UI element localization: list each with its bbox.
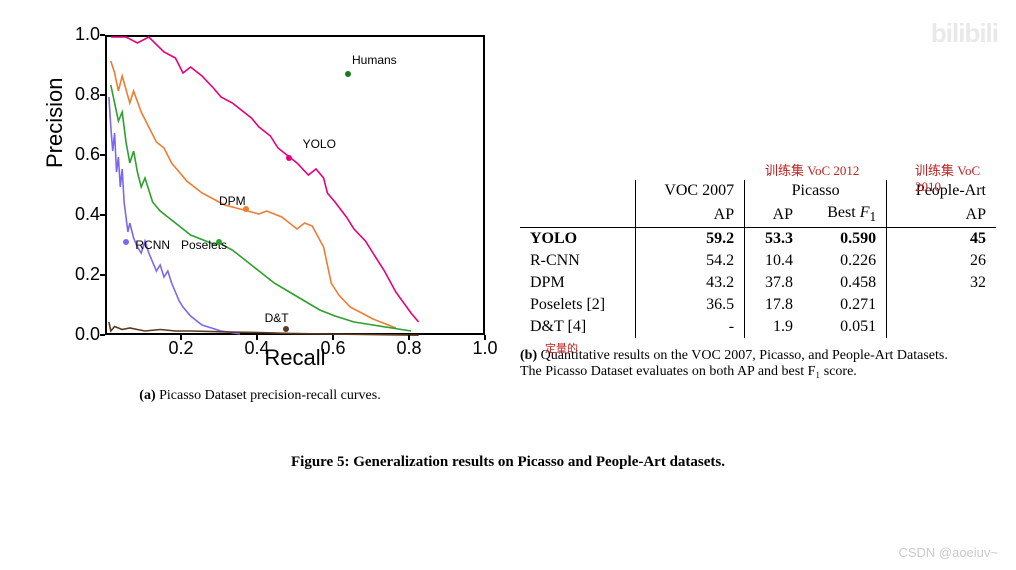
- curve-yolo: [111, 37, 419, 322]
- watermark-bilibili: bilibili: [931, 18, 998, 49]
- curve-label-dpm: DPM: [219, 194, 246, 208]
- x-tick-label: 0.2: [161, 338, 201, 359]
- annotation-peopleart: 训练集 VoC 2010: [915, 160, 996, 195]
- plot-area: [105, 35, 485, 335]
- x-tick-label: 0.8: [389, 338, 429, 359]
- pr-chart: Precision Recall 0.00.20.40.60.81.00.20.…: [60, 30, 500, 380]
- subhead-pa-ap: AP: [887, 202, 996, 228]
- annotation-picasso: 训练集 VoC 2012: [765, 160, 859, 179]
- subhead-pic-ap: AP: [745, 202, 803, 228]
- table-row: DPM43.237.80.45832: [520, 272, 996, 294]
- table-row: D&T [4]-1.90.051: [520, 316, 996, 338]
- x-tick-label: 0.4: [237, 338, 277, 359]
- figure-caption: Figure 5: Generalization results on Pica…: [0, 454, 1016, 471]
- table-row: Poselets [2]36.517.80.271: [520, 294, 996, 316]
- curve-dpm: [111, 61, 396, 328]
- subcaption-a: (a) (a) Picasso Dataset precision-recall…: [20, 388, 500, 404]
- y-tick-label: 0.4: [68, 204, 100, 225]
- y-tick-label: 1.0: [68, 24, 100, 45]
- subcaption-b: (b) Quantitative results on the VOC 2007…: [520, 348, 996, 380]
- subhead-pic-f1: Best F1: [803, 202, 887, 228]
- subhead-voc-ap: AP: [635, 202, 744, 228]
- curve-label-yolo: YOLO: [303, 137, 336, 151]
- col-picasso: Picasso: [745, 180, 887, 202]
- label-humans: Humans: [352, 53, 397, 67]
- curve-label-d&t: D&T: [265, 311, 289, 325]
- annotation-quant: 定量的: [545, 340, 578, 356]
- y-tick-label: 0.0: [68, 324, 100, 345]
- y-tick-label: 0.2: [68, 264, 100, 285]
- x-tick-label: 0.6: [313, 338, 353, 359]
- results-table: VOC 2007 Picasso People-Art AP AP Best F…: [520, 180, 996, 338]
- curve-poselets: [111, 85, 411, 331]
- curve-label-rcnn: RCNN: [135, 238, 170, 252]
- marker-d&t: [283, 326, 289, 332]
- marker-poselets: [216, 239, 222, 245]
- curve-rcnn: [109, 97, 240, 334]
- table-row: YOLO59.253.30.59045: [520, 228, 996, 251]
- marker-dpm: [243, 206, 249, 212]
- y-tick-label: 0.8: [68, 84, 100, 105]
- table-row: R-CNN54.210.40.22626: [520, 250, 996, 272]
- watermark-csdn: CSDN @aoeiuv~: [898, 545, 998, 560]
- x-tick-label: 1.0: [465, 338, 505, 359]
- figure-container: Precision Recall 0.00.20.40.60.81.00.20.…: [0, 0, 1016, 424]
- chart-panel: Precision Recall 0.00.20.40.60.81.00.20.…: [20, 30, 500, 404]
- table-panel: 训练集 VoC 2012 训练集 VoC 2010 VOC 2007 Picas…: [520, 30, 996, 404]
- col-voc2007: VOC 2007: [635, 180, 744, 202]
- y-axis-label: Precision: [42, 78, 68, 168]
- y-tick-label: 0.6: [68, 144, 100, 165]
- marker-rcnn: [123, 239, 129, 245]
